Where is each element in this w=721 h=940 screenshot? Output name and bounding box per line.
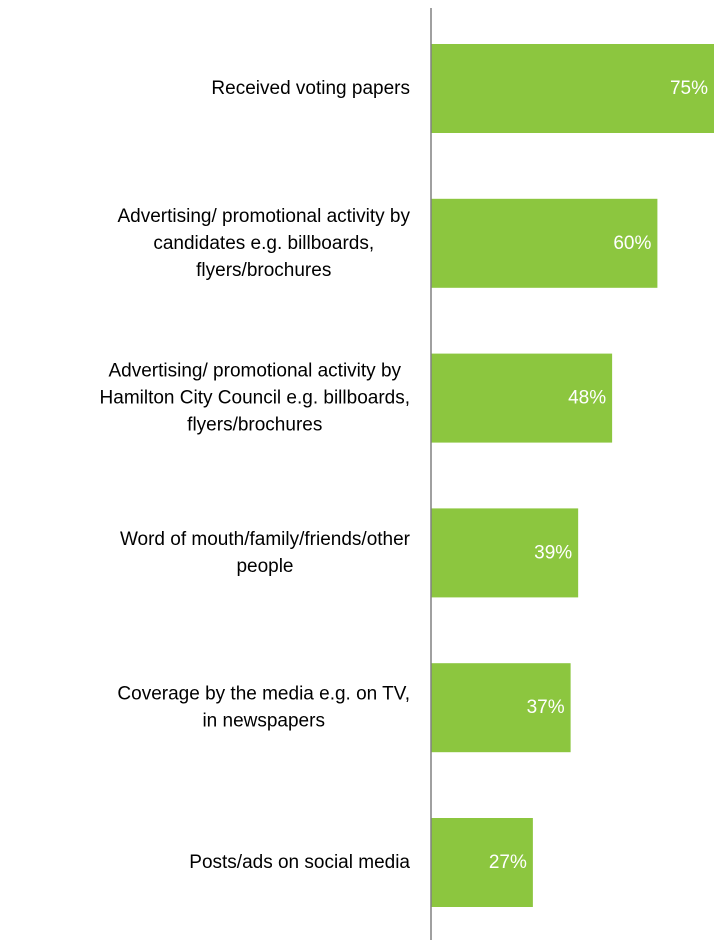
category-label-line: candidates e.g. billboards, <box>153 233 374 254</box>
category-label-5: Coverage by the media e.g. on TV, in news… <box>117 684 410 732</box>
category-label-3: Advertising/ promotional activity by Hami… <box>100 361 410 436</box>
category-label-line: flyers/brochures <box>196 260 331 281</box>
category-label-6: Posts/ads on social media <box>189 852 410 873</box>
category-label-line: Posts/ads on social media <box>189 852 410 873</box>
category-label-line: Coverage by the media e.g. on TV, <box>117 684 410 705</box>
category-labels-layer: Received voting papers Advertising/ promo… <box>100 78 411 873</box>
category-label-line: Advertising/ promotional activity by <box>117 206 410 227</box>
bar-value-label-3: 48% <box>568 388 606 409</box>
bar-value-label-6: 27% <box>489 852 527 873</box>
category-label-1: Received voting papers <box>211 78 410 99</box>
bar-value-label-5: 37% <box>527 697 565 718</box>
bar-value-label-2: 60% <box>613 233 651 254</box>
category-label-4: Word of mouth/family/friends/other people <box>120 529 411 577</box>
bar-2 <box>431 198 658 288</box>
category-label-line: Word of mouth/family/friends/other <box>120 529 411 550</box>
bar-4 <box>431 508 579 598</box>
bar-6 <box>431 818 533 907</box>
bar-5 <box>431 663 571 753</box>
category-label-line: flyers/brochures <box>187 415 322 436</box>
category-label-line: people <box>236 556 293 577</box>
bar-1 <box>431 44 714 133</box>
category-label-line: Hamilton City Council e.g. billboards, <box>100 388 410 409</box>
bar-value-label-1: 75% <box>670 78 708 99</box>
category-label-line: Received voting papers <box>211 78 410 99</box>
bar-value-label-4: 39% <box>534 542 572 563</box>
category-label-line: in newspapers <box>202 711 325 732</box>
category-label-2: Advertising/ promotional activity by cand… <box>117 206 410 281</box>
category-label-line: Advertising/ promotional activity by <box>109 361 402 382</box>
bar-3 <box>431 353 613 443</box>
bars-layer: 75% 60% 48% 39% 37% 27% <box>431 44 714 907</box>
